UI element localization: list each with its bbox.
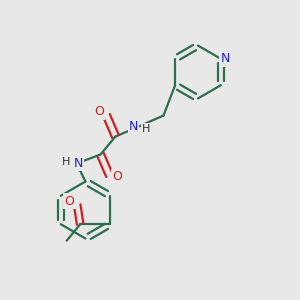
Text: O: O — [112, 170, 122, 184]
Text: O: O — [94, 105, 104, 119]
Text: H: H — [142, 124, 150, 134]
Text: O: O — [65, 195, 75, 208]
Text: N: N — [221, 52, 230, 65]
Text: N: N — [129, 119, 138, 133]
Text: N: N — [73, 157, 83, 170]
Text: H: H — [62, 157, 70, 167]
